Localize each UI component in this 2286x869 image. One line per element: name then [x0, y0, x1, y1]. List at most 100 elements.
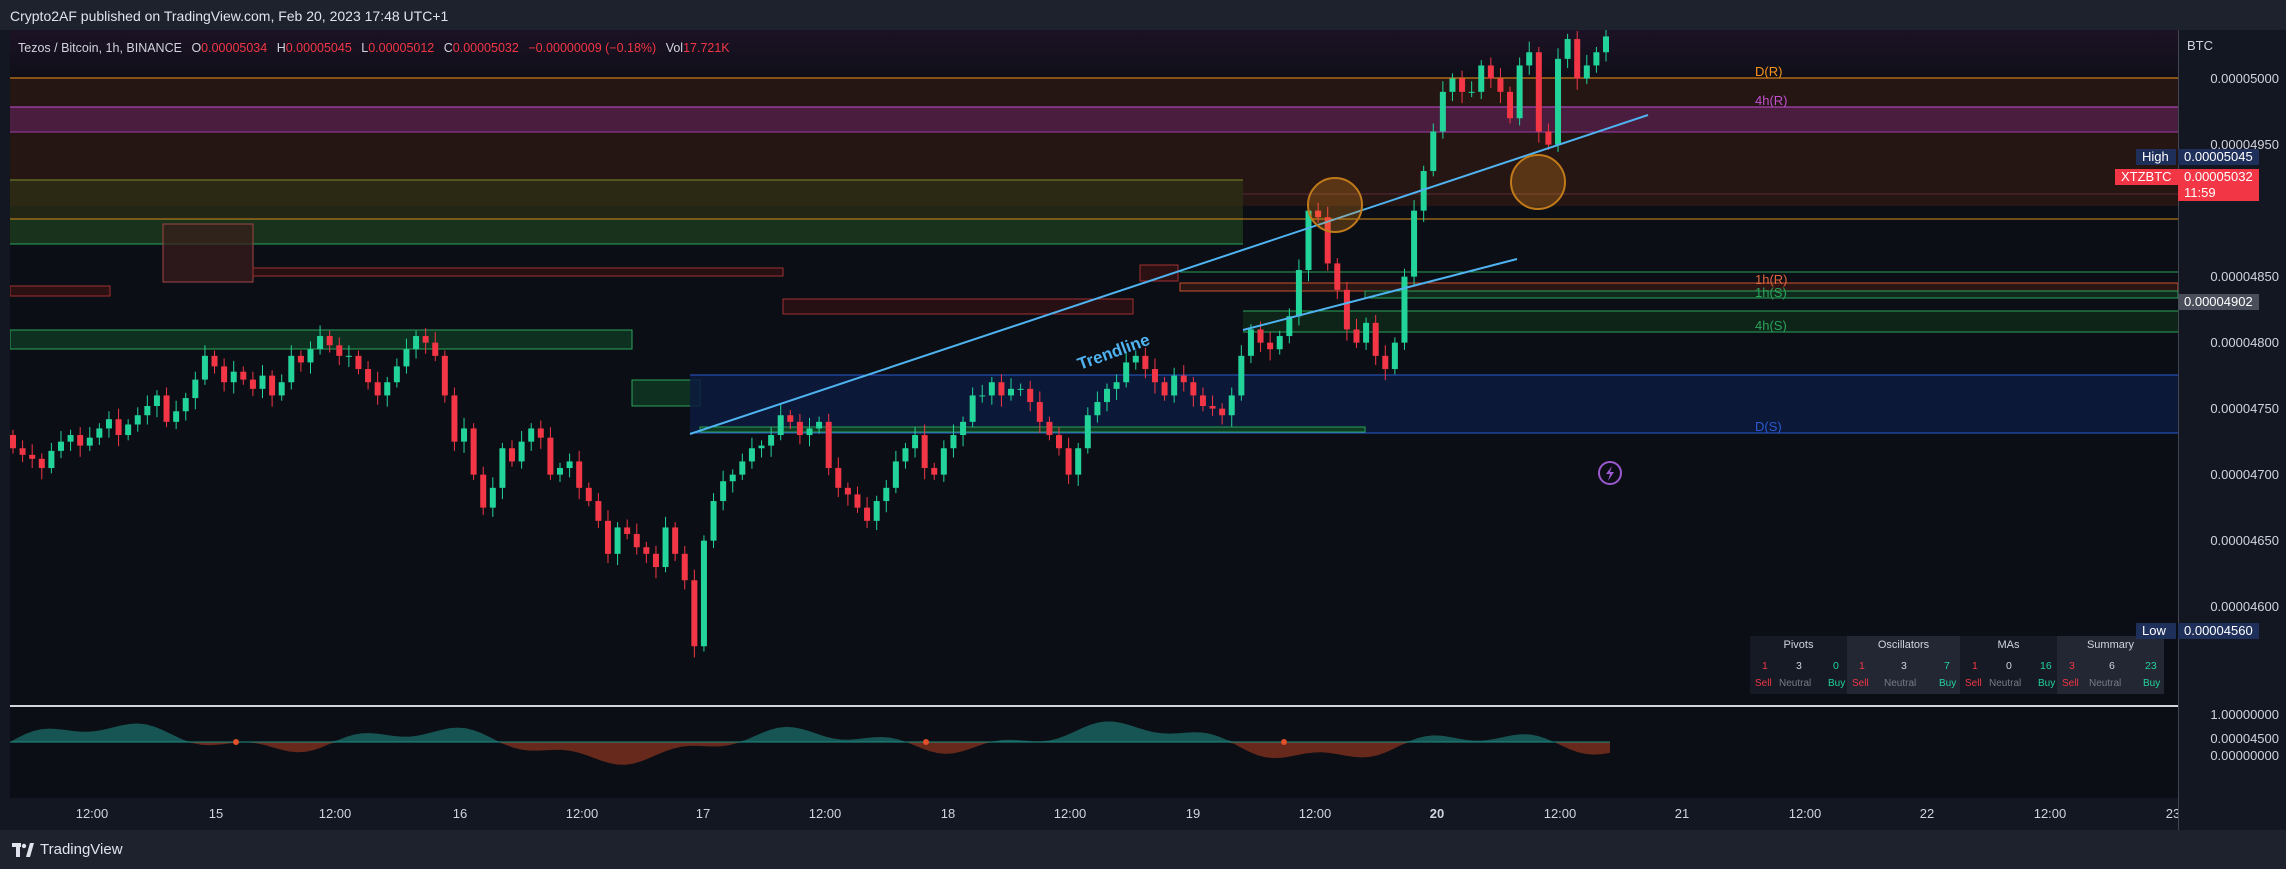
- candle-body: [1199, 395, 1206, 406]
- time-tick-label: 21: [1674, 806, 1690, 821]
- summary-sell-count: 3: [2069, 660, 2075, 672]
- candle-body: [1593, 52, 1600, 66]
- candle-body: [854, 494, 861, 508]
- zone-label-4h-s: 4h(S): [1755, 318, 1787, 333]
- time-tick-label: 12:00: [808, 806, 842, 821]
- candle-body: [278, 382, 285, 396]
- legend-close-value: 0.00005032: [452, 41, 519, 55]
- mas-sell-label: Sell: [1965, 678, 1982, 689]
- candle-body: [29, 454, 36, 459]
- candle-body: [269, 375, 276, 396]
- mas-buy-count: 16: [2040, 660, 2052, 672]
- candle-body: [624, 527, 631, 535]
- tradingview-brand[interactable]: TradingView: [12, 841, 123, 858]
- candle-body: [1420, 171, 1427, 211]
- candle-body: [720, 481, 727, 502]
- supply-box-3: [782, 298, 1134, 315]
- candle-body: [38, 458, 45, 469]
- candle-body: [355, 355, 362, 370]
- footer-bar: TradingView: [0, 830, 2286, 869]
- candle-body: [1315, 210, 1322, 218]
- candle-body: [173, 411, 180, 422]
- candle-body: [556, 468, 563, 475]
- pivots-neutral-count: 3: [1796, 660, 1802, 672]
- candle-body: [1219, 408, 1226, 416]
- oscillator-pane[interactable]: [10, 705, 2178, 800]
- candle-body: [221, 366, 228, 383]
- candle-body: [604, 520, 611, 554]
- h1-resistance-zone: [1179, 282, 2178, 292]
- technicals-table: Pivots 1 3 0 Sell Neutral Buy Oscillator…: [1750, 636, 2164, 694]
- time-axis[interactable]: 12:00 15 12:00 16 12:00 17 12:00 18 12:00 19 12:00…: [10, 798, 2180, 830]
- candle-body: [547, 437, 554, 475]
- h4-support-zone: [1243, 311, 2178, 332]
- candle-body: [1247, 329, 1254, 356]
- candle-body: [288, 355, 295, 383]
- candle-body: [499, 448, 506, 488]
- candle-body: [125, 424, 132, 436]
- candle-body: [86, 437, 93, 446]
- candle-body: [1295, 270, 1302, 317]
- candle-body: [1401, 276, 1408, 343]
- summary-neutral-count: 6: [2109, 660, 2115, 672]
- candle-body: [585, 487, 592, 502]
- candle-body: [182, 398, 189, 412]
- candle-body: [249, 379, 256, 389]
- oscillator-positive-area: [10, 721, 1610, 742]
- symbol-tag: XTZBTC: [2115, 169, 2178, 185]
- candle-body: [950, 435, 957, 449]
- candle-body: [892, 461, 899, 488]
- candle-body: [413, 336, 420, 350]
- price-tick-label: 0.00004500: [2210, 730, 2279, 746]
- candle-body: [1123, 362, 1130, 383]
- candle-body: [365, 369, 372, 383]
- candle-body: [796, 421, 803, 436]
- oscillator-tick-label: 1.00000000: [2210, 707, 2279, 722]
- candle-body: [1257, 329, 1264, 343]
- main-trendline: [689, 114, 1649, 435]
- candle-body: [1065, 448, 1072, 475]
- time-tick-label: 12:00: [318, 806, 352, 821]
- candle-body: [1286, 316, 1293, 337]
- candle-body: [758, 445, 765, 449]
- candle-body: [979, 395, 986, 397]
- time-tick-label: 20: [1429, 806, 1445, 821]
- technicals-mas: MAs 1 0 16 Sell Neutral Buy: [1960, 636, 2057, 694]
- mas-neutral-label: Neutral: [1989, 678, 2022, 689]
- highlight-circle-1: [1307, 177, 1363, 233]
- h4-resistance-zone: [10, 107, 2178, 132]
- candle-body: [787, 415, 794, 422]
- level-value-tag: 0.00004902: [2178, 294, 2259, 310]
- candle-body: [528, 428, 535, 442]
- highlight-circle-2: [1510, 154, 1566, 210]
- candle-body: [576, 461, 583, 488]
- candle-body: [1574, 39, 1581, 79]
- candle-body: [19, 448, 26, 455]
- candle-body: [960, 421, 967, 436]
- summary-buy-count: 23: [2145, 660, 2157, 672]
- candle-body: [1411, 210, 1418, 277]
- pivots-sell-label: Sell: [1755, 678, 1772, 689]
- price-tick-label: 0.00004600: [2210, 598, 2279, 614]
- price-chart-svg: Trendline D(R) 4h(R) 1h(R) 1h(S) 4h(S) D…: [10, 30, 2178, 658]
- candle-body: [777, 415, 784, 436]
- candle-body: [1459, 78, 1466, 92]
- candle-body: [902, 448, 909, 462]
- high-value-tag: 0.00005045: [2178, 149, 2259, 165]
- high-tag-label: High: [2142, 149, 2169, 164]
- technicals-pivots: Pivots 1 3 0 Sell Neutral Buy: [1750, 636, 1847, 694]
- candle-body: [1545, 131, 1552, 145]
- candle-body: [1171, 375, 1178, 396]
- price-chart-pane[interactable]: Trendline D(R) 4h(R) 1h(R) 1h(S) 4h(S) D…: [10, 30, 2178, 705]
- price-tick-label: 0.00004850: [2210, 268, 2279, 284]
- oscillator-negative-area: [10, 742, 1610, 765]
- upper-shade-zone: [10, 30, 2178, 78]
- high-tag-value: 0.00005045: [2184, 149, 2253, 164]
- candle-body: [1094, 402, 1101, 416]
- candle-body: [1363, 322, 1370, 343]
- candle-body: [1516, 65, 1523, 119]
- zone-label-4h-r: 4h(R): [1755, 93, 1788, 108]
- time-tick-label: 12:00: [1788, 806, 1822, 821]
- candle-body: [806, 428, 813, 436]
- candle-body: [700, 540, 707, 647]
